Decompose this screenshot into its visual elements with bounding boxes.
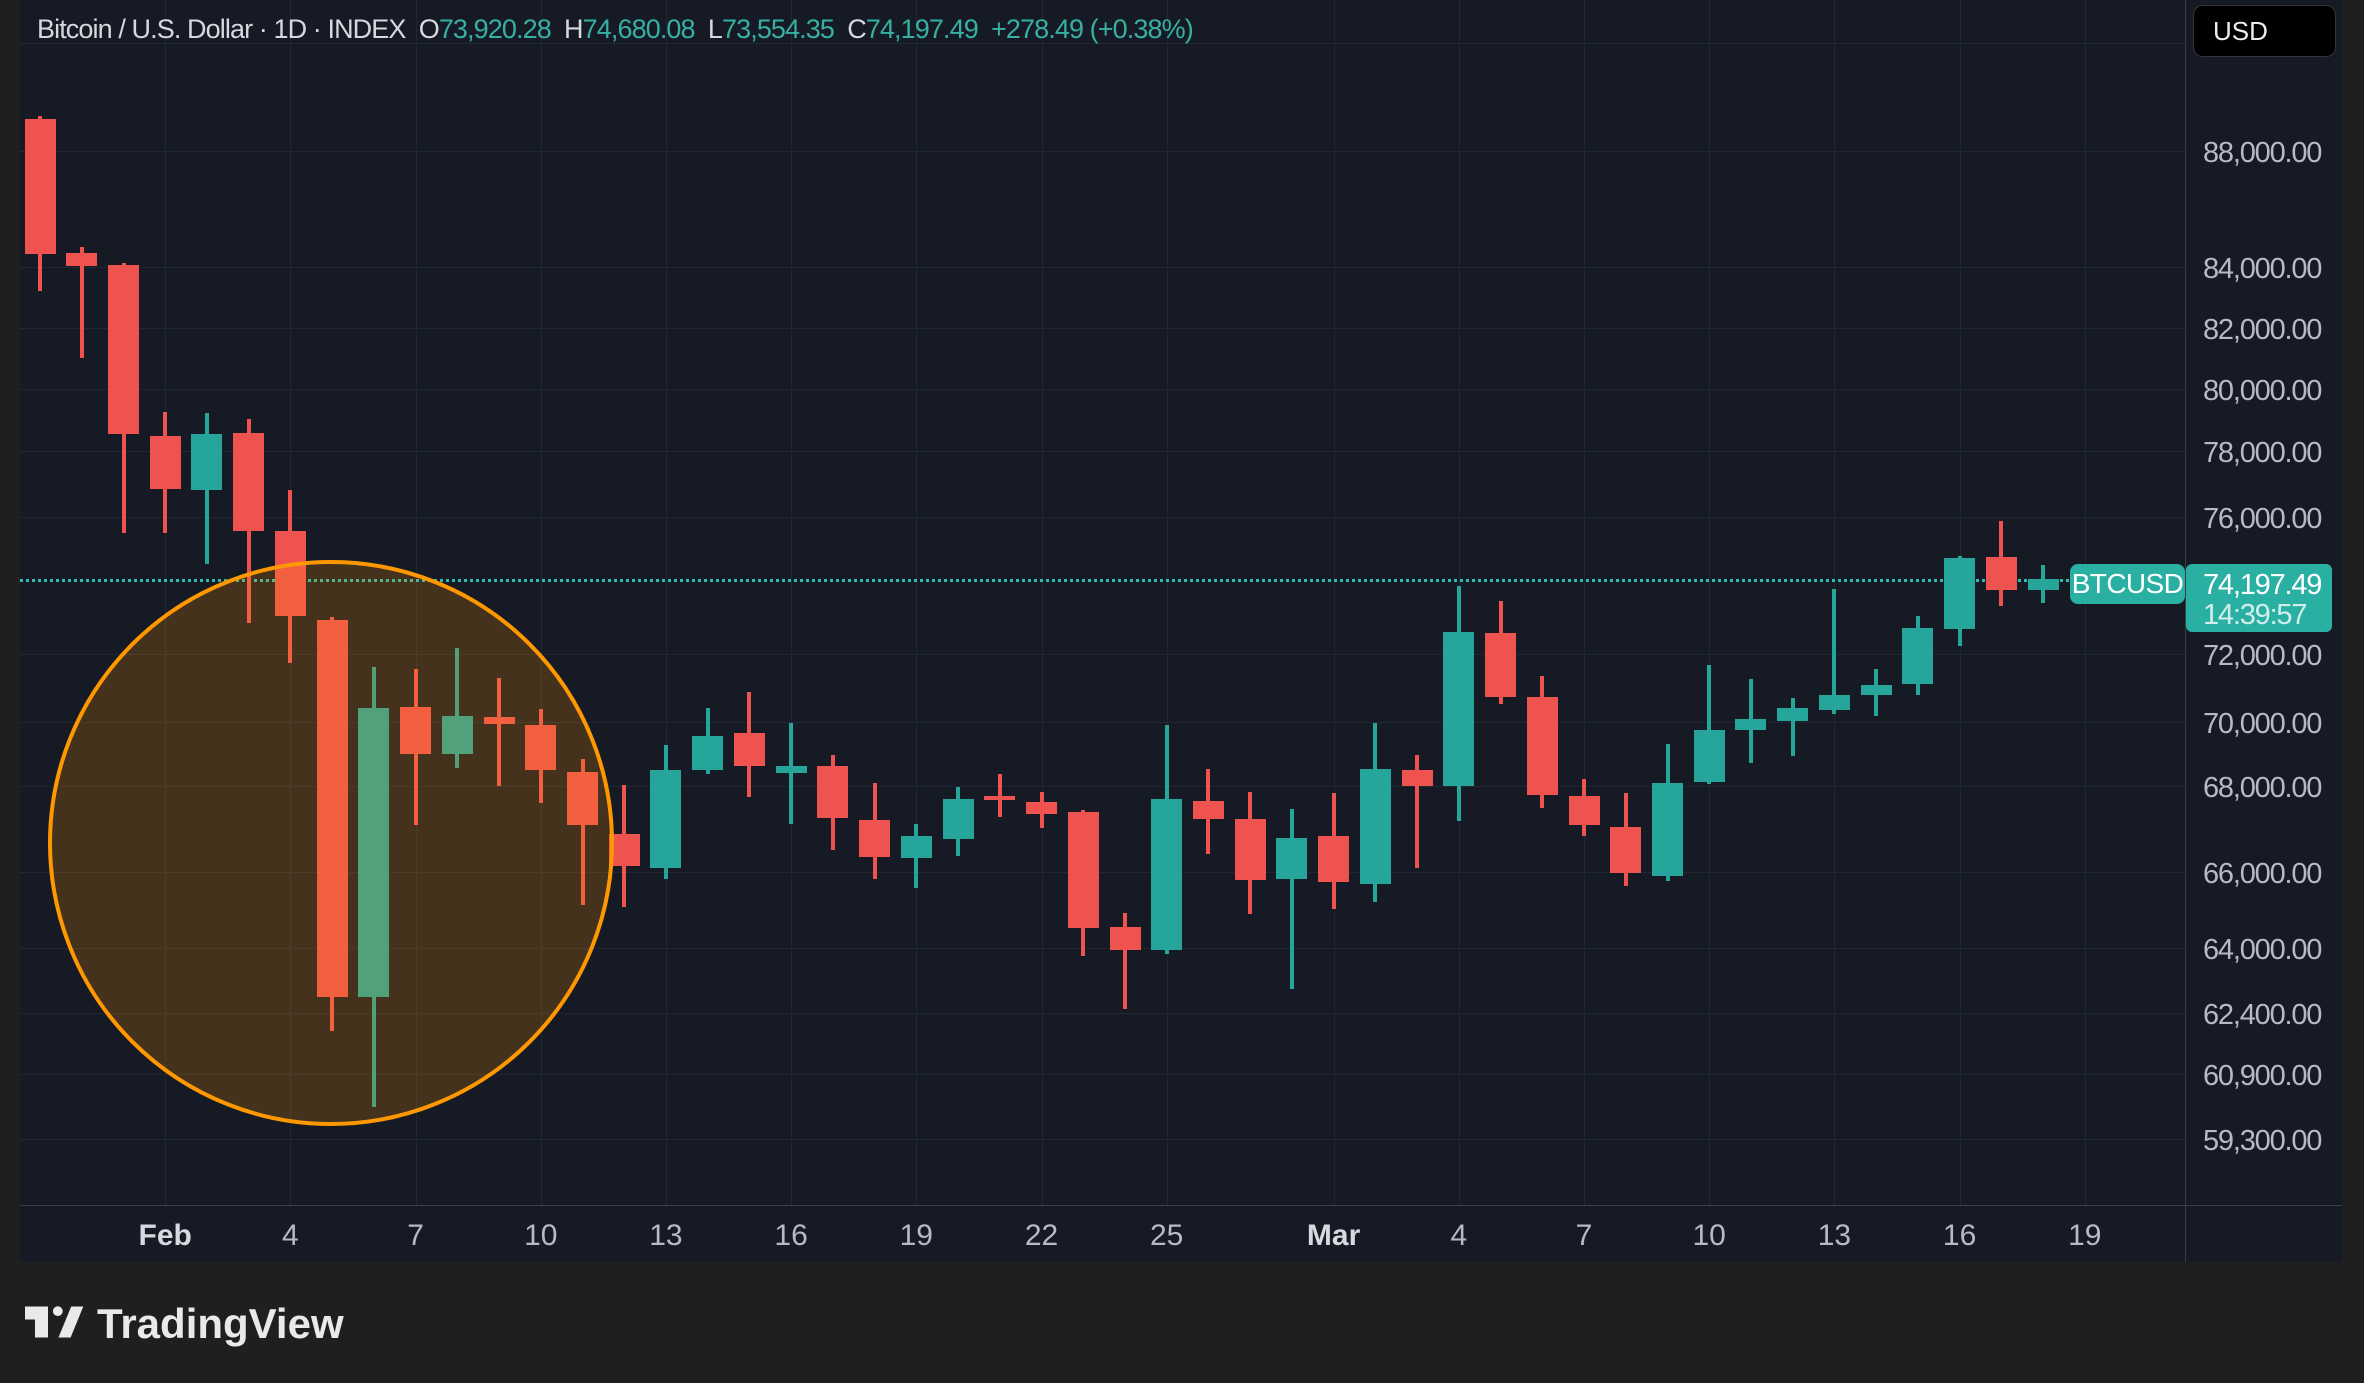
svg-text:TradingView: TradingView [97, 1302, 344, 1347]
